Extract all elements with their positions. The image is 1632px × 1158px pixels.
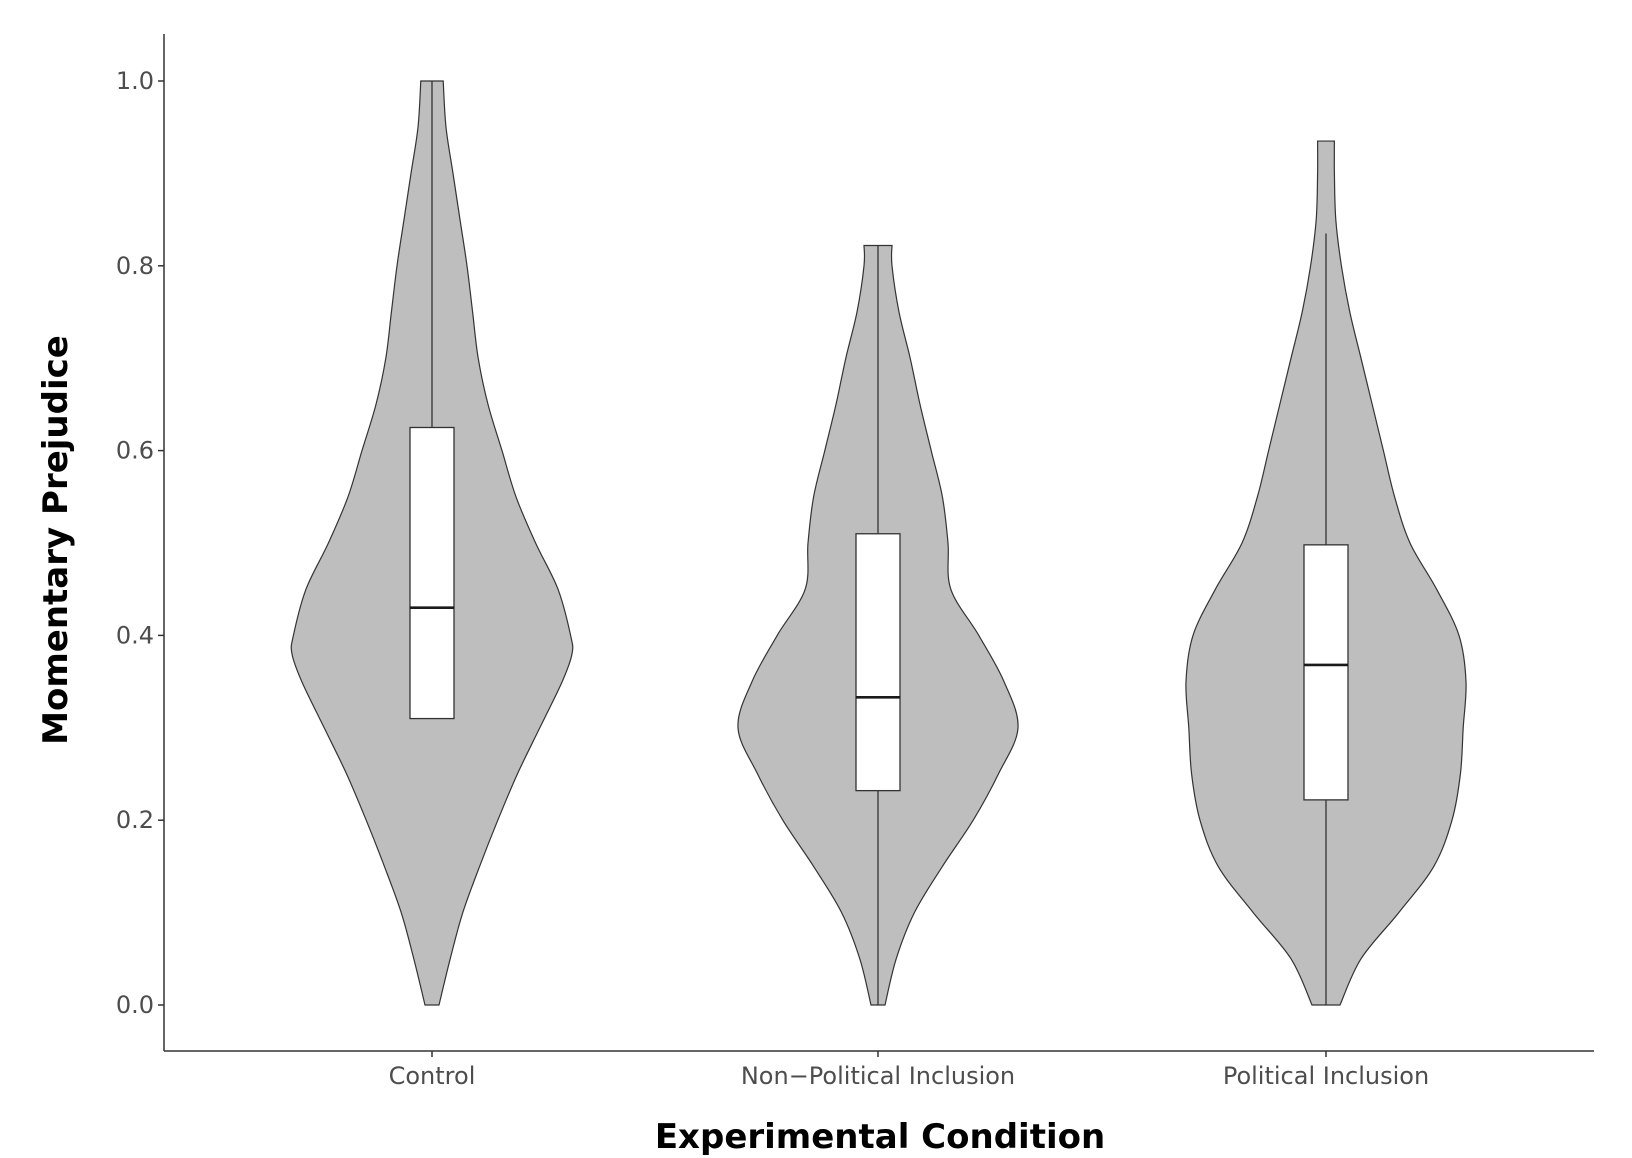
violin-group: [290, 80, 574, 1006]
x-tick-label: Control: [389, 1062, 476, 1090]
x-ticks-layer: Control Non−Political Inclusion Political …: [389, 1051, 1429, 1090]
violins-layer: [290, 80, 1467, 1006]
y-tick-label: 0.4: [116, 621, 154, 649]
y-tick-label: 0.8: [116, 252, 154, 280]
iqr-box: [1303, 544, 1349, 801]
x-tick-label: Political Inclusion: [1223, 1062, 1429, 1090]
x-axis-title: Experimental Condition: [655, 1117, 1105, 1157]
y-tick-label: 0.0: [116, 991, 154, 1019]
y-tick-label: 1.0: [116, 67, 154, 95]
x-tick-label: Non−Political Inclusion: [741, 1062, 1015, 1090]
axes-layer: [163, 34, 1594, 1052]
y-axis-title: Momentary Prejudice: [36, 335, 76, 745]
y-tick-label: 0.2: [116, 806, 154, 834]
iqr-box: [409, 426, 455, 720]
violin-group: [1185, 140, 1467, 1006]
iqr-box: [855, 533, 901, 792]
y-tick-label: 0.6: [116, 437, 154, 465]
violin-group: [737, 244, 1019, 1006]
y-ticks-layer: 0.0 0.2 0.4 0.6 0.8 1.0: [116, 67, 164, 1019]
